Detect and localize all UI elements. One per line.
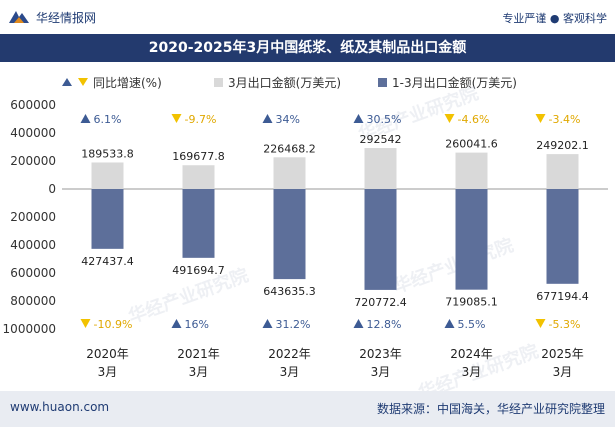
march-value-label: 189533.8 — [81, 147, 134, 160]
march-value-label: 292542 — [360, 133, 402, 146]
march-bar — [182, 165, 215, 189]
cumulative-value-label: 677194.4 — [536, 290, 589, 303]
legend: 同比增速(%) 3月出口金额(万美元) 1-3月出口金额(万美元) — [0, 72, 615, 92]
x-tick-label: 2023年 — [359, 347, 402, 361]
march-growth-label: 30.5% — [367, 113, 402, 126]
x-tick-label: 3月 — [371, 365, 391, 379]
footer: www.huaon.com 数据来源：中国海关，华经产业研究院整理 — [0, 391, 615, 427]
legend-item-march: 3月出口金额(万美元) — [214, 72, 341, 92]
up-triangle-icon — [171, 319, 182, 328]
x-tick-label: 3月 — [553, 365, 573, 379]
legend-label-growth: 同比增速(%) — [93, 75, 162, 90]
march-value-label: 169677.8 — [172, 150, 225, 163]
cumulative-value-label: 719085.1 — [445, 296, 498, 309]
title-band: 2020-2025年3月中国纸浆、纸及其制品出口金额 — [0, 34, 615, 62]
march-bar — [91, 162, 124, 189]
x-tick-label: 2024年 — [450, 347, 493, 361]
y-tick-label: 600000 — [10, 266, 56, 280]
cumulative-bar — [546, 189, 579, 284]
march-growth-label: -3.4% — [549, 113, 581, 126]
huajing-logo-icon — [9, 11, 29, 23]
top-bar: 华经情报网 专业严谨 ● 客观科学 — [0, 0, 615, 34]
y-tick-label: 400000 — [10, 238, 56, 252]
march-bar — [273, 157, 306, 189]
march-value-label: 260041.6 — [445, 138, 498, 151]
legend-label-cumulative: 1-3月出口金额(万美元) — [392, 75, 517, 90]
down-triangle-icon — [444, 114, 455, 123]
down-triangle-icon — [80, 319, 91, 328]
down-triangle-icon — [535, 114, 546, 123]
down-triangle-icon — [78, 78, 88, 86]
up-triangle-icon — [62, 78, 72, 86]
up-triangle-icon — [444, 319, 455, 328]
cumulative-value-label: 643635.3 — [263, 285, 316, 298]
cumulative-bar — [455, 189, 488, 290]
march-bar — [364, 148, 397, 189]
up-triangle-icon — [262, 319, 273, 328]
brand-name: 华经情报网 — [36, 10, 97, 25]
march-value-label: 226468.2 — [263, 142, 316, 155]
up-triangle-icon — [80, 114, 91, 123]
data-source: 数据来源：中国海关，华经产业研究院整理 — [376, 402, 605, 416]
y-tick-label: 1000000 — [3, 322, 56, 336]
march-growth-label: 6.1% — [94, 113, 122, 126]
legend-swatch-march — [214, 77, 223, 87]
down-triangle-icon — [535, 319, 546, 328]
x-tick-label: 2021年 — [177, 347, 220, 361]
march-growth-label: -4.6% — [458, 113, 490, 126]
cumulative-growth-label: 31.2% — [276, 318, 311, 331]
up-triangle-icon — [353, 114, 364, 123]
x-tick-label: 3月 — [189, 365, 209, 379]
legend-item-growth: 同比增速(%) — [62, 72, 162, 92]
y-tick-label: 200000 — [10, 210, 56, 224]
tagline: 专业严谨 ● 客观科学 — [502, 12, 607, 25]
chart-plot: 600000 400000 200000 0 200000 400000 600000 800… — [3, 98, 608, 379]
y-tick-label: 800000 — [10, 294, 56, 308]
cumulative-value-label: 491694.7 — [172, 264, 225, 277]
brand: 华经情报网 — [8, 8, 96, 26]
website-link[interactable]: www.huaon.com — [10, 400, 110, 414]
cumulative-bar — [364, 189, 397, 290]
march-growth-label: -9.7% — [185, 113, 217, 126]
x-tick-label: 3月 — [280, 365, 300, 379]
up-triangle-icon — [353, 319, 364, 328]
cumulative-bar — [182, 189, 215, 258]
down-triangle-icon — [171, 114, 182, 123]
cumulative-growth-label: 16% — [185, 318, 209, 331]
y-tick-label: 0 — [48, 182, 56, 196]
march-bar — [546, 154, 579, 189]
cumulative-value-label: 720772.4 — [354, 296, 407, 309]
x-tick-label: 3月 — [462, 365, 482, 379]
march-growth-label: 34% — [276, 113, 300, 126]
legend-item-cumulative: 1-3月出口金额(万美元) — [378, 72, 517, 92]
cumulative-bar — [91, 189, 124, 249]
cumulative-growth-label: -5.3% — [549, 318, 581, 331]
cumulative-value-label: 427437.4 — [81, 255, 134, 268]
cumulative-bar — [273, 189, 306, 280]
y-tick-label: 200000 — [10, 154, 56, 168]
cumulative-growth-label: 12.8% — [367, 318, 402, 331]
x-tick-label: 2020年 — [86, 347, 129, 361]
up-triangle-icon — [262, 114, 273, 123]
y-tick-label: 600000 — [10, 98, 56, 112]
cumulative-growth-label: -10.9% — [94, 318, 133, 331]
x-tick-label: 2022年 — [268, 347, 311, 361]
cumulative-growth-label: 5.5% — [458, 318, 486, 331]
march-value-label: 249202.1 — [536, 139, 589, 152]
legend-swatch-cumulative — [378, 77, 387, 87]
legend-label-march: 3月出口金额(万美元) — [228, 75, 341, 90]
x-tick-label: 2025年 — [541, 347, 584, 361]
chart-title: 2020-2025年3月中国纸浆、纸及其制品出口金额 — [148, 40, 467, 56]
x-tick-label: 3月 — [98, 365, 118, 379]
y-tick-label: 400000 — [10, 126, 56, 140]
march-bar — [455, 152, 488, 189]
